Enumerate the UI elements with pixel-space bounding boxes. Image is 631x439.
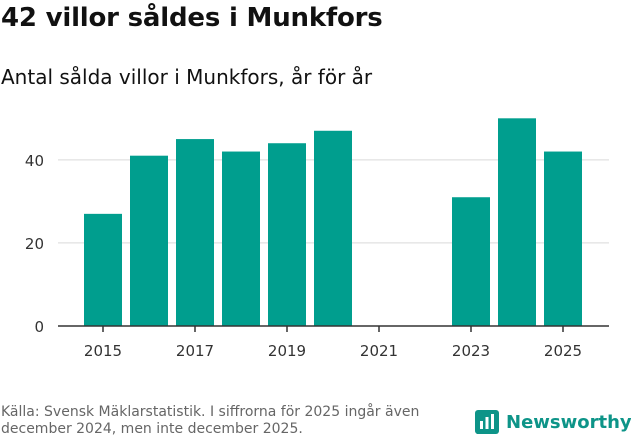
bar-2023 bbox=[452, 197, 490, 326]
x-tick-label: 2025 bbox=[544, 342, 582, 360]
newsworthy-logo-icon bbox=[475, 410, 499, 434]
bar-2025 bbox=[544, 151, 582, 326]
bar-chart: 0 20 40 2015 2017 2019 2021 2023 2025 bbox=[25, 118, 609, 360]
chart-title: 42 villor såldes i Munkfors bbox=[1, 3, 383, 33]
bar-2020 bbox=[314, 130, 352, 326]
bar-2015 bbox=[84, 213, 122, 326]
y-tick-label: 0 bbox=[34, 318, 44, 336]
brand-name: Newsworthy bbox=[506, 411, 631, 433]
bar-2017 bbox=[176, 139, 214, 326]
x-tick-label: 2021 bbox=[360, 342, 398, 360]
bar-2016 bbox=[130, 155, 168, 326]
bar-2018 bbox=[222, 151, 260, 326]
x-tick-label: 2023 bbox=[452, 342, 490, 360]
x-tick-label: 2017 bbox=[176, 342, 214, 360]
x-tick-label: 2019 bbox=[268, 342, 306, 360]
bar-2024 bbox=[498, 118, 536, 326]
y-tick-label: 20 bbox=[25, 235, 44, 253]
source-note: Källa: Svensk Mäklarstatistik. I siffror… bbox=[1, 404, 420, 437]
bar-2019 bbox=[268, 143, 306, 326]
y-tick-label: 40 bbox=[25, 152, 44, 170]
chart-subtitle: Antal sålda villor i Munkfors, år för år bbox=[1, 65, 373, 89]
x-tick-label: 2015 bbox=[84, 342, 122, 360]
brand-logo: Newsworthy bbox=[475, 409, 631, 435]
